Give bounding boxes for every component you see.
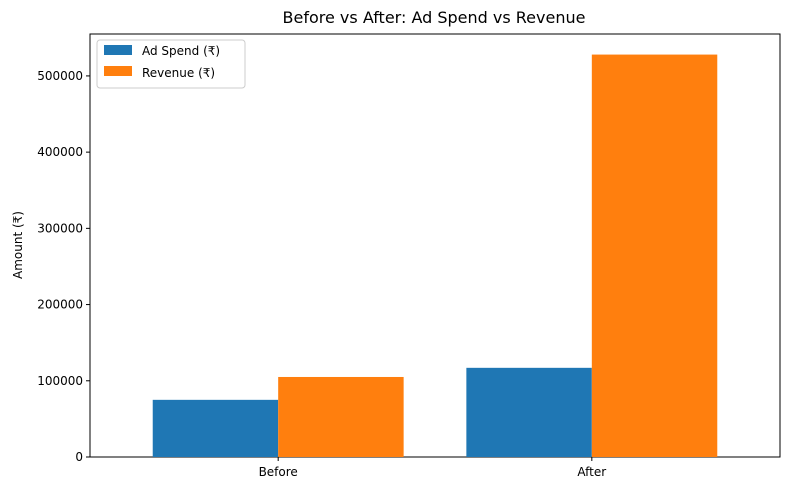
bar-revenue-after <box>591 54 718 458</box>
plot-frame <box>89 33 781 458</box>
legend-label-ad-spend: Ad Spend (₹) <box>142 44 220 58</box>
legend: Ad Spend (₹) Revenue (₹) <box>96 39 246 89</box>
bars-group <box>152 54 718 458</box>
plot-area: 0 100000 200000 300000 400000 500000 Before Af… <box>37 33 781 479</box>
chart-title: Before vs After: Ad Spend vs Revenue <box>283 8 586 27</box>
y-axis-label: Amount (₹) <box>11 211 25 279</box>
y-tick-label: 300000 <box>37 221 83 235</box>
y-tick-label: 400000 <box>37 145 83 159</box>
bar-ad-spend-after <box>466 367 592 457</box>
legend-label-revenue: Revenue (₹) <box>142 66 215 80</box>
bar-revenue-before <box>278 376 404 457</box>
legend-swatch-ad-spend <box>104 45 132 55</box>
y-axis: 0 100000 200000 300000 400000 500000 <box>37 69 90 464</box>
legend-swatch-revenue <box>104 66 132 76</box>
x-axis: Before After <box>259 457 606 479</box>
y-tick-label: 100000 <box>37 374 83 388</box>
y-tick-label: 200000 <box>37 298 83 312</box>
x-tick-label-after: After <box>577 465 606 479</box>
x-tick-label-before: Before <box>259 465 298 479</box>
y-tick-label: 0 <box>75 450 83 464</box>
legend-frame <box>96 39 246 89</box>
bar-ad-spend-before <box>152 399 279 457</box>
y-tick-label: 500000 <box>37 69 83 83</box>
